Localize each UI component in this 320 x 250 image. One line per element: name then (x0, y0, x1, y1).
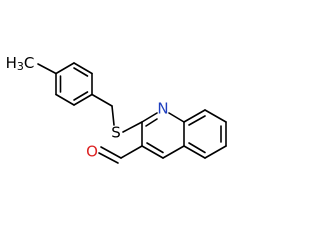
bond (73, 93, 93, 106)
atom-h: H (6, 54, 17, 72)
atom-c: C (24, 54, 34, 72)
atom-o: O (86, 143, 98, 161)
bond (100, 146, 122, 159)
bond-inner (188, 115, 206, 126)
structure: H3C S N O (6, 54, 227, 164)
bond (120, 145, 143, 159)
bond-inner (188, 142, 206, 154)
bond (73, 62, 93, 75)
bond (37, 63, 57, 75)
bond-inner (146, 142, 164, 154)
bond (183, 109, 206, 123)
bond (168, 112, 185, 123)
bond (55, 93, 75, 106)
atom-s: S (111, 124, 121, 142)
bond-inner (73, 67, 89, 77)
bond (141, 112, 158, 123)
bond (55, 62, 75, 75)
bond (111, 105, 115, 126)
bond (183, 145, 206, 159)
bond-inner (73, 91, 89, 101)
bond (98, 152, 119, 164)
bond (122, 121, 143, 133)
bond (162, 145, 185, 159)
atom-n: N (157, 100, 168, 118)
methyl-label: H3C (6, 54, 35, 74)
bond (204, 109, 227, 123)
bond (141, 145, 164, 159)
bond-inner (145, 118, 158, 127)
bond (91, 93, 113, 107)
atom-subscript: 3 (17, 60, 24, 73)
bonds (37, 62, 227, 164)
bond (204, 145, 227, 159)
